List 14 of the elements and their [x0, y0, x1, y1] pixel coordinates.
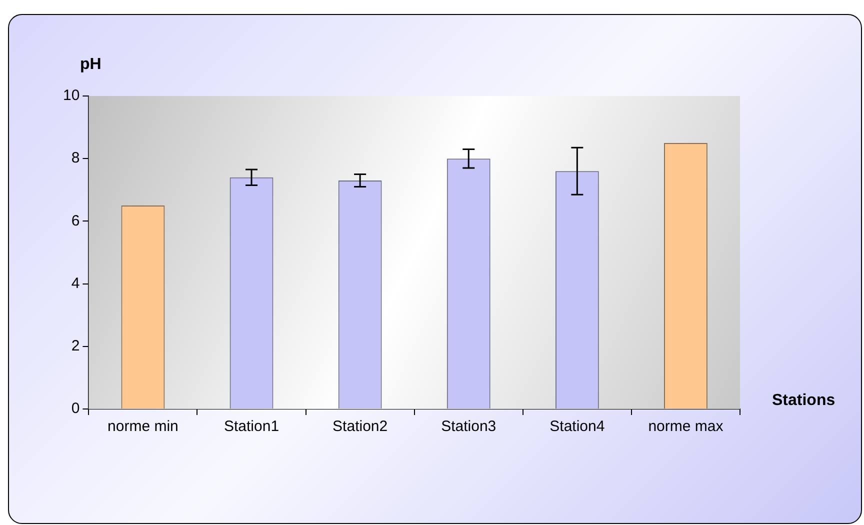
y-tick-label: 4 [71, 274, 80, 292]
y-axis-title: pH [80, 56, 102, 74]
x-tick-label: Station2 [332, 418, 388, 436]
y-tick-label: 6 [71, 212, 80, 230]
y-tick-label: 0 [71, 400, 80, 418]
x-tick-label: norme min [108, 418, 178, 436]
x-tick-label: norme max [648, 418, 724, 436]
x-tick-label: Station4 [550, 418, 605, 436]
x-axis-title: Stations [772, 392, 836, 410]
x-tick-label: Station3 [441, 418, 496, 436]
x-tick-label: Station1 [224, 418, 280, 436]
y-tick-label: 2 [71, 338, 80, 355]
y-tick-label: 8 [71, 150, 80, 167]
y-tick-label: 10 [62, 87, 80, 104]
